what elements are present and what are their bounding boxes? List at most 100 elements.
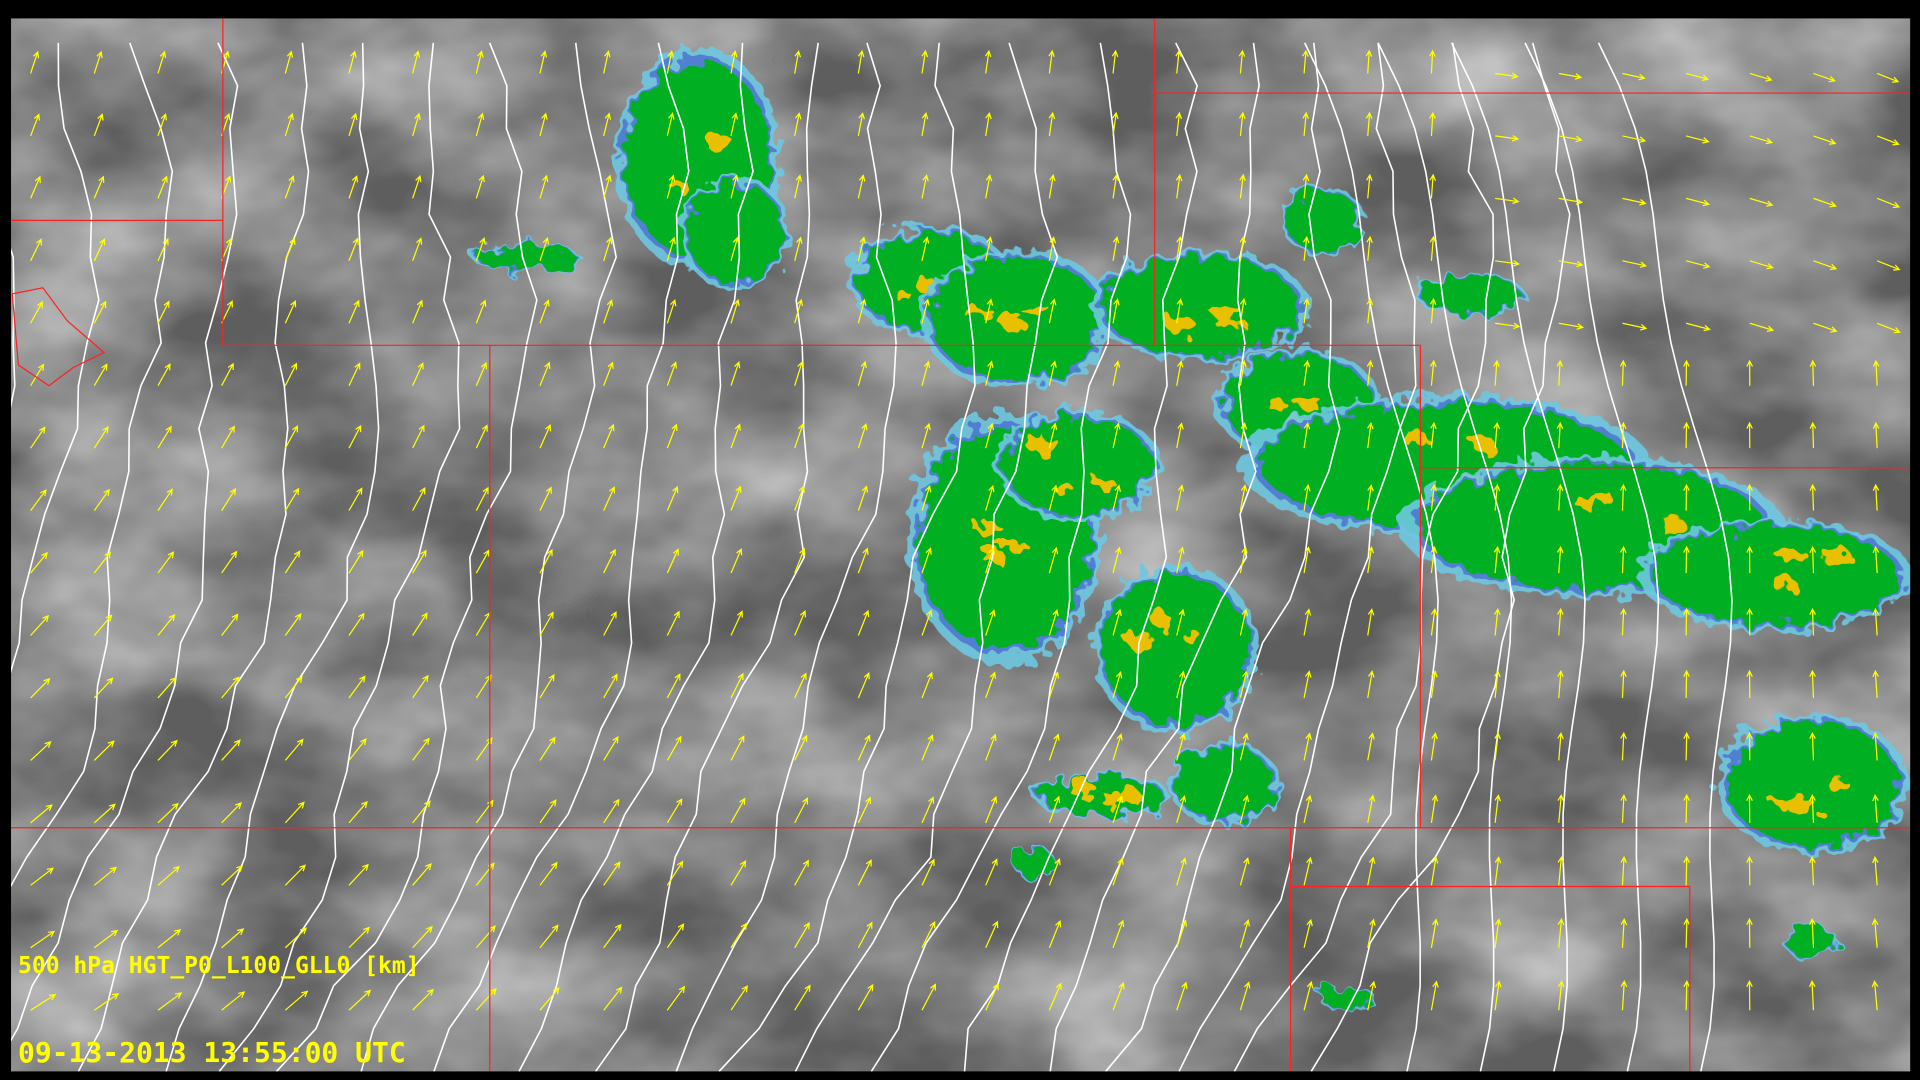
wind-arrow xyxy=(1302,49,1309,74)
wind-arrow xyxy=(93,677,114,699)
wind-arrow xyxy=(1112,484,1122,511)
wind-arrow xyxy=(284,50,294,74)
wind-arrow xyxy=(1809,731,1816,761)
wind-arrow xyxy=(1622,322,1648,331)
wind-arrow xyxy=(1683,979,1690,1011)
wind-arrow xyxy=(857,734,871,761)
wind-arrow xyxy=(1430,980,1439,1011)
wind-arrow xyxy=(1558,197,1584,205)
wind-arrow xyxy=(284,927,308,949)
wind-arrow xyxy=(666,798,683,824)
wind-arrow xyxy=(1429,49,1436,74)
wind-arrow xyxy=(794,423,805,449)
wind-arrow xyxy=(157,865,181,886)
wind-arrow xyxy=(475,486,489,511)
radar-echo xyxy=(1102,257,1298,356)
wind-arrow xyxy=(1367,856,1376,886)
wind-arrow xyxy=(1112,857,1124,886)
wind-arrow xyxy=(985,795,998,824)
wind-arrow xyxy=(1872,359,1880,386)
wind-arrow xyxy=(157,739,178,761)
wind-arrow xyxy=(1746,607,1753,636)
radar-echo-heavy xyxy=(1183,630,1201,644)
wind-arrow xyxy=(1746,545,1753,574)
wind-arrow xyxy=(157,929,182,949)
radar-echo xyxy=(1285,189,1360,252)
wind-arrow xyxy=(857,609,870,636)
wind-arrow xyxy=(539,486,552,511)
wind-arrow xyxy=(1303,670,1312,699)
wind-arrow xyxy=(603,548,616,574)
wind-arrow xyxy=(1430,918,1439,948)
wind-arrow xyxy=(857,859,872,886)
wind-arrow xyxy=(30,363,45,387)
radar-echo xyxy=(477,244,576,270)
wind-arrow xyxy=(1619,483,1627,511)
height-contour xyxy=(0,42,239,1061)
radar-echo-heavy xyxy=(1573,495,1600,509)
wind-arrow xyxy=(221,362,234,387)
wind-arrow xyxy=(1809,545,1817,574)
wind-arrow xyxy=(1239,297,1247,324)
wind-arrow xyxy=(1303,421,1311,449)
height-contour xyxy=(77,42,310,1072)
wind-arrow xyxy=(1809,483,1817,511)
wind-arrow xyxy=(284,612,302,636)
height-contour xyxy=(794,42,1059,1072)
wind-arrow xyxy=(1557,856,1565,886)
wind-arrow xyxy=(794,734,808,761)
wind-arrow xyxy=(1367,546,1375,574)
wind-arrow xyxy=(921,734,934,761)
wind-arrow xyxy=(348,863,369,886)
wind-arrow xyxy=(348,612,365,636)
wind-arrow xyxy=(221,739,241,761)
height-contour xyxy=(1178,42,1417,1072)
wind-arrow xyxy=(794,797,809,824)
height-contour xyxy=(1303,42,1439,1072)
wind-arrow xyxy=(985,174,993,199)
wind-arrow xyxy=(1557,793,1564,823)
wind-arrow xyxy=(1175,173,1183,199)
wind-arrow xyxy=(1112,608,1122,636)
wind-arrow xyxy=(539,548,553,574)
wind-arrow xyxy=(1683,607,1690,636)
wind-arrow xyxy=(666,112,675,137)
wind-arrow xyxy=(921,298,930,324)
height-contour xyxy=(0,42,100,724)
wind-arrow xyxy=(666,236,676,261)
wind-arrow xyxy=(30,804,53,824)
wind-arrow xyxy=(985,111,992,137)
wind-arrow xyxy=(284,362,298,386)
wind-arrow xyxy=(475,987,497,1011)
wind-arrow xyxy=(1872,607,1880,636)
wind-arrow xyxy=(603,299,614,324)
wind-arrow xyxy=(794,236,803,261)
wind-arrow xyxy=(284,425,299,449)
wind-arrow xyxy=(1176,546,1185,574)
height-contour xyxy=(594,42,819,1072)
radar-echo-heavy xyxy=(1829,777,1848,794)
wind-arrow xyxy=(1749,197,1774,207)
wind-arrow xyxy=(539,861,558,886)
wind-arrow xyxy=(1176,360,1184,386)
radar-echo-heavy xyxy=(1658,517,1687,534)
wind-arrow xyxy=(475,174,485,199)
wind-arrow xyxy=(603,798,620,824)
wind-arrow xyxy=(1430,421,1437,449)
wind-arrow xyxy=(730,361,741,386)
wind-arrow xyxy=(412,800,431,824)
wind-arrow xyxy=(1367,484,1374,511)
radar-echo-heavy xyxy=(1474,436,1496,455)
wind-arrow xyxy=(603,673,618,699)
wind-arrow xyxy=(1239,422,1248,449)
wind-arrow xyxy=(794,859,809,886)
wind-arrow xyxy=(1872,545,1880,574)
wind-arrow xyxy=(1176,794,1187,824)
wind-arrow xyxy=(1558,322,1584,330)
wind-arrow xyxy=(1872,793,1879,823)
wind-arrow xyxy=(1871,918,1879,948)
wind-arrow xyxy=(348,487,363,511)
layer-label: 500 hPa HGT_P0_L100_GLL0 [km] xyxy=(18,953,420,979)
wind-arrow xyxy=(284,675,303,699)
